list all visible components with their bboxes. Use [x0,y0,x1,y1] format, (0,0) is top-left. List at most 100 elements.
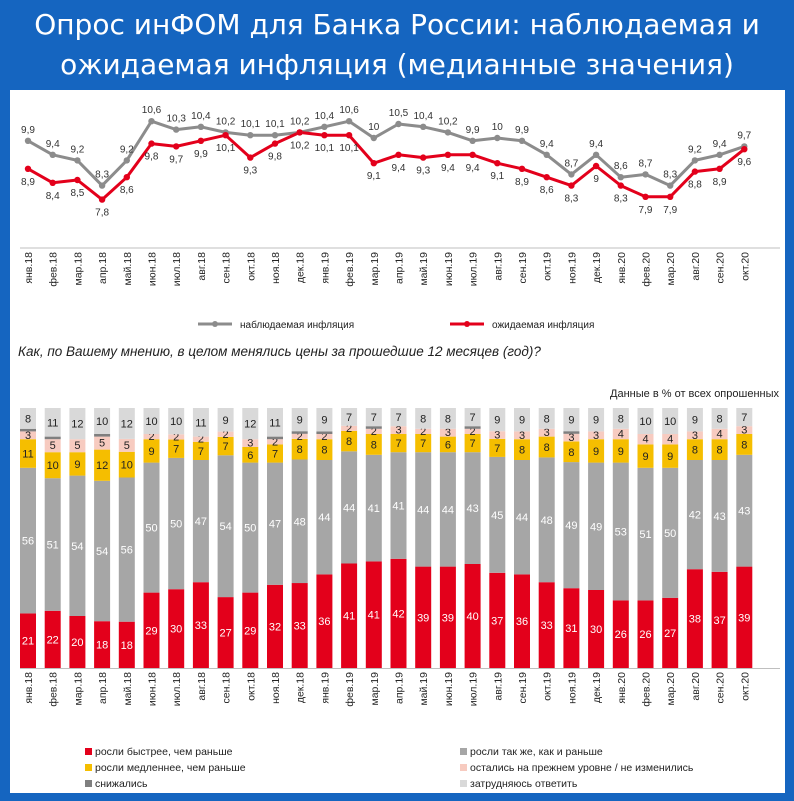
bar-segment-same [192,460,209,583]
x-tick-label: фев.18 [48,672,60,707]
data-label-observed: 10,4 [191,111,211,122]
point-expected [543,174,550,181]
data-label-expected: 8,5 [70,188,84,199]
data-label-expected: 10,1 [339,143,359,154]
legend-expected-marker [464,321,470,327]
bar-label-same: 48 [541,515,553,527]
data-label-observed: 8,3 [95,170,109,181]
x-tick-label: май.19 [418,672,430,706]
point-expected [667,193,674,200]
bar-segment-slower [291,438,308,460]
bar-segment-faster [514,574,530,668]
bar-label-hard_to_say: 7 [395,412,401,424]
inflation-line-chart: 9,9 8,9 9,4 8,4 9,2 8,5 8,3 7,8 9,2 8,6 10,6 9,8 10,… [20,105,780,287]
bar-label-unchanged: 5 [99,438,105,450]
data-label-observed: 10,1 [265,119,285,130]
bar-segment-faster [390,558,407,668]
bar-segment-faster [69,616,86,668]
bar-label-slower: 7 [198,446,204,458]
point-expected [173,143,180,150]
bar-segment-same [217,455,234,598]
data-label-observed: 10,2 [216,116,236,127]
bar-chart-legend: росли быстрее, чем раньше росли медленне… [10,742,785,792]
bar-segment-slower [711,439,728,460]
bar-label-hard_to_say: 9 [321,415,327,427]
bar-label-unchanged: 5 [74,440,80,452]
x-tick-label: янв.19 [319,672,331,704]
bar-segment-slower [341,430,358,452]
legend-swatch-hard-to-say [460,780,467,787]
bar-segment-faster [711,571,728,668]
bar-segment-slower [217,436,234,456]
bar-label-unchanged: 3 [568,432,574,444]
bar-segment-unchanged [563,433,580,442]
bar-label-faster: 39 [417,612,429,624]
bar-segment-same [390,452,407,559]
bar-segment-slower [143,439,160,463]
point-observed [148,118,155,125]
bar-label-hard_to_say: 10 [170,416,182,428]
bar-label-faster: 32 [269,621,281,633]
data-label-observed: 10,1 [241,119,261,130]
data-label-expected: 8,9 [713,177,727,188]
point-expected [592,162,600,170]
bar-label-faster: 18 [121,640,133,652]
bar-label-unchanged: 4 [618,429,624,441]
bar-segment-unchanged [44,439,61,453]
bar-segment-slower [588,439,605,463]
bar-segment-hard_to_say [291,408,308,432]
x-tick-label: апр.19 [394,672,406,704]
bar-segment-same [439,452,456,567]
bar-segment-decreased [563,431,580,434]
bar-segment-slower [69,452,86,476]
bar-label-unchanged: 4 [667,434,673,446]
point-observed [494,134,501,142]
bar-label-same: 42 [689,510,701,522]
bar-segment-same [20,467,36,614]
point-expected [148,140,155,147]
bar-segment-slower [736,434,753,455]
x-tick-label: окт.19 [542,672,554,701]
x-tick-label: авг.18 [196,252,208,281]
legend-item-hard-to-say: затрудняюсь ответить [460,778,577,790]
bar-segment-unchanged [415,428,432,434]
bar-segment-unchanged [612,428,629,440]
bar-label-slower: 11 [22,449,33,461]
data-label-observed: 10,2 [290,116,310,127]
bar-label-unchanged: 2 [198,434,204,446]
bar-label-faster: 37 [713,615,725,627]
data-label-expected: 9,7 [169,154,183,165]
bar-label-slower: 7 [494,443,500,455]
bar-segment-hard_to_say [588,408,605,432]
point-observed [667,182,674,189]
bar-segment-same [168,457,185,590]
bar-label-same: 56 [22,536,34,548]
bar-segment-same [242,462,259,593]
bar-segment-unchanged [143,434,160,440]
bar-segment-faster [341,563,358,668]
x-tick-label: июл.19 [468,252,480,286]
bar-segment-same [538,457,555,583]
bar-label-faster: 29 [244,625,256,637]
bar-segment-faster [168,589,185,668]
bar-segment-same [291,459,308,584]
bar-segment-unchanged [94,436,111,450]
point-expected [444,151,452,158]
x-tick-label: май.18 [122,672,134,706]
bar-segment-unchanged [489,431,506,439]
bar-segment-unchanged [637,434,654,445]
data-label-expected: 8,3 [614,194,628,205]
bar-label-same: 45 [491,510,503,522]
bar-label-same: 48 [294,516,306,528]
data-label-observed: 9,7 [737,130,751,141]
legend-label-decreased: снижались [95,778,148,790]
data-label-expected: 9,4 [466,163,480,174]
x-tick-label: авг.18 [196,672,208,701]
bar-segment-hard_to_say [390,408,407,427]
bar-segment-slower [662,444,679,468]
bar-label-unchanged: 2 [420,426,426,438]
bar-label-unchanged: 3 [692,430,698,442]
data-label-observed: 10,6 [142,105,162,116]
bar-label-slower: 7 [470,438,476,450]
bar-label-faster: 29 [145,625,157,637]
